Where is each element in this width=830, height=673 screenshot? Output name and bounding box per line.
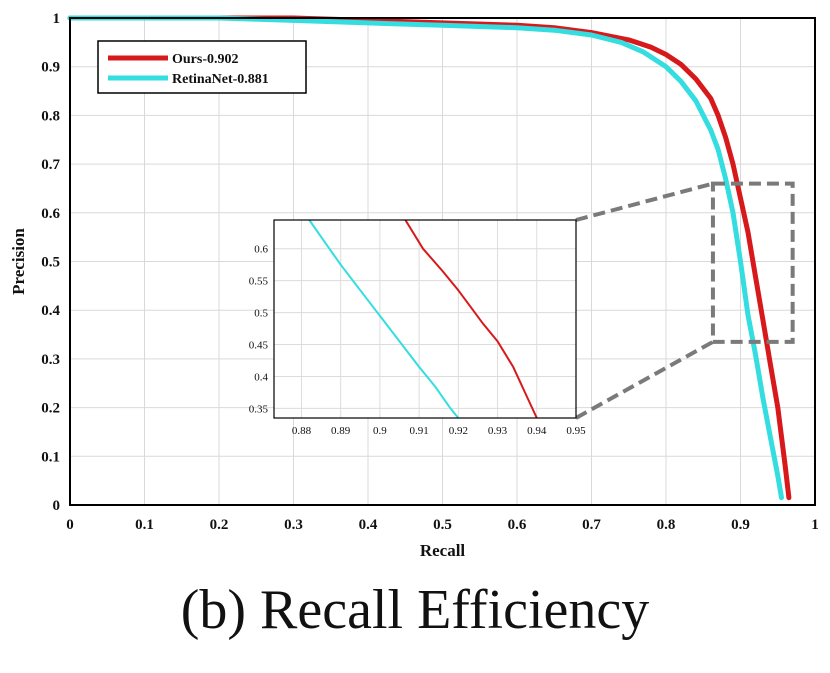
x-tick-label: 0.5 [433,517,452,533]
legend-label: Ours-0.902 [172,52,239,67]
y-tick-label: 0.4 [41,303,60,319]
figure-caption: (b) Recall Efficiency [180,579,650,641]
inset-x-tick-label: 0.93 [488,425,508,437]
x-tick-label: 0.9 [731,517,750,533]
zoom-indicator [575,181,795,420]
y-tick-label: 0.2 [41,401,60,417]
y-tick-label: 0.5 [41,255,60,271]
y-tick-label: 1 [53,11,61,27]
y-tick-label: 0.8 [41,108,60,124]
y-tick-label: 0.6 [41,206,60,222]
y-tick-label: 0.1 [41,449,60,465]
x-tick-label: 0.1 [135,517,154,533]
y-tick-label: 0.9 [41,60,60,76]
zoom-inset: 0.88 0.89 0.9 0.91 0.92 0.93 0.94 0.95 0.35 0.4 0.… [249,219,586,437]
inset-x-tick-label: 0.94 [527,425,547,437]
x-tick-label: 0.7 [582,517,601,533]
x-tick-label: 0.4 [359,517,378,533]
x-tick-label: 0.6 [508,517,527,533]
zoom-connector-bottom [575,340,714,420]
y-axis-label: Precision [9,228,28,295]
zoom-region-box [710,181,795,344]
axis-ticks: 0 0.1 0.2 0.3 0.4 0.5 0.6 0.7 0.8 0.9 100.10.20.30… [41,11,819,533]
inset-frame [273,219,577,419]
inset-series-line-retinanet [308,219,460,419]
inset-x-tick-label: 0.95 [566,425,586,437]
inset-x-tick-label: 0.89 [331,425,351,437]
legend: Ours-0.902 RetinaNet-0.881 [97,40,307,94]
legend-box [97,40,307,94]
pr-curve-chart: 0 0.1 0.2 0.3 0.4 0.5 0.6 0.7 0.8 0.9 100.10.20.30… [9,11,819,560]
inset-background [274,220,576,418]
y-tick-label: 0.3 [41,352,60,368]
inset-y-tick-label: 0.5 [254,308,268,320]
zoom-connector-top [575,181,714,222]
inset-y-tick-label: 0.6 [254,244,268,256]
inset-x-tick-label: 0.91 [409,425,428,437]
inset-x-tick-label: 0.9 [373,425,387,437]
y-tick-label: 0.7 [41,157,60,173]
legend-label: RetinaNet-0.881 [172,72,269,87]
inset-y-tick-label: 0.4 [254,371,268,383]
inset-x-tick-label: 0.92 [449,425,468,437]
x-tick-label: 0.8 [657,517,676,533]
inset-series-line-ours [404,219,538,419]
inset-x-tick-label: 0.88 [292,425,312,437]
x-axis-label: Recall [420,541,466,560]
x-tick-label: 0.3 [284,517,303,533]
x-tick-label: 1 [811,517,819,533]
series-line-retinanet [67,15,784,501]
inset-y-tick-label: 0.55 [249,276,269,288]
inset-y-tick-label: 0.45 [249,340,269,352]
inset-y-tick-label: 0.35 [249,403,269,415]
series-layer [67,15,792,501]
plot-frame [69,17,816,506]
x-tick-label: 0.2 [210,517,229,533]
x-tick-label: 0 [66,517,74,533]
y-tick-label: 0 [53,498,61,514]
